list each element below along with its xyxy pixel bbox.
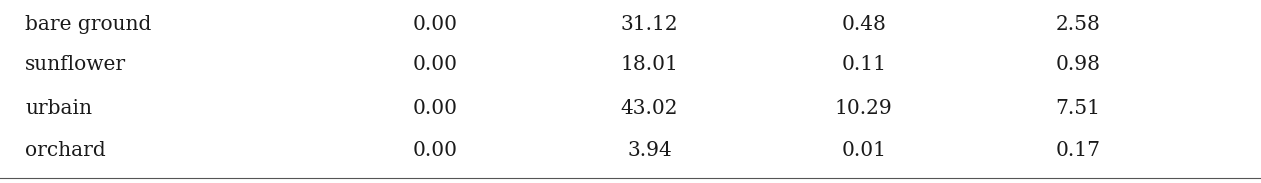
Text: 10.29: 10.29 [835, 99, 893, 118]
Text: 2.58: 2.58 [1055, 15, 1101, 34]
Text: 0.17: 0.17 [1055, 141, 1101, 160]
Text: 0.48: 0.48 [841, 15, 886, 34]
Text: 0.00: 0.00 [412, 55, 458, 74]
Text: 31.12: 31.12 [620, 15, 678, 34]
Text: urbain: urbain [25, 99, 92, 118]
Text: 0.98: 0.98 [1055, 55, 1101, 74]
Text: 0.00: 0.00 [412, 99, 458, 118]
Text: orchard: orchard [25, 141, 106, 160]
Text: bare ground: bare ground [25, 15, 151, 34]
Text: sunflower: sunflower [25, 55, 126, 74]
Text: 43.02: 43.02 [620, 99, 678, 118]
Text: 3.94: 3.94 [627, 141, 672, 160]
Text: 0.01: 0.01 [841, 141, 886, 160]
Text: 18.01: 18.01 [620, 55, 678, 74]
Text: 0.00: 0.00 [412, 141, 458, 160]
Text: 0.00: 0.00 [412, 15, 458, 34]
Text: 7.51: 7.51 [1055, 99, 1101, 118]
Text: 0.11: 0.11 [841, 55, 886, 74]
